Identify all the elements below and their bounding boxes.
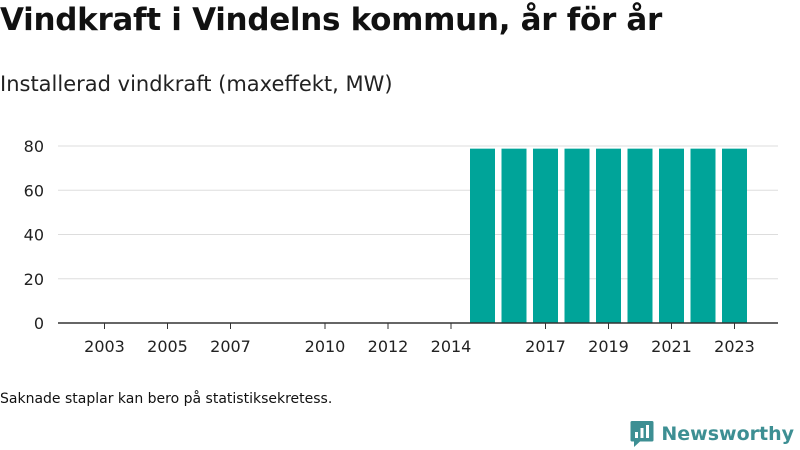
grid-lines bbox=[58, 145, 778, 280]
bar-chart: 0 20 40 60 80 2003 2005 2007 2010 2012 2014 2017 201… bbox=[24, 137, 778, 356]
bar bbox=[533, 148, 558, 323]
bars bbox=[470, 148, 747, 323]
x-tick-label: 2014 bbox=[431, 337, 472, 356]
x-tick-label: 2007 bbox=[210, 337, 251, 356]
bar bbox=[659, 148, 684, 323]
chart-title: Vindkraft i Vindelns kommun, år för år bbox=[0, 2, 663, 38]
x-tick-label: 2005 bbox=[147, 337, 188, 356]
x-tick-label: 2003 bbox=[84, 337, 125, 356]
y-tick-label: 60 bbox=[24, 181, 44, 200]
bar bbox=[627, 148, 653, 323]
y-tick-label: 80 bbox=[24, 137, 44, 156]
brand-logo: Newsworthy bbox=[630, 420, 794, 448]
bar bbox=[470, 148, 495, 323]
x-tick-label: 2019 bbox=[588, 337, 629, 356]
newsworthy-logo-icon bbox=[630, 421, 654, 447]
bar bbox=[690, 148, 716, 323]
y-tick-label: 0 bbox=[34, 314, 44, 333]
axes bbox=[58, 322, 778, 329]
bar bbox=[596, 148, 621, 323]
bar bbox=[501, 148, 527, 323]
x-tick-label: 2012 bbox=[368, 337, 409, 356]
chart-subtitle: Installerad vindkraft (maxeffekt, MW) bbox=[0, 72, 393, 96]
y-tick-label: 40 bbox=[24, 226, 44, 245]
x-tick-label: 2023 bbox=[714, 337, 755, 356]
bar bbox=[722, 148, 747, 323]
brand-name: Newsworthy bbox=[661, 423, 794, 445]
x-tick-label: 2017 bbox=[525, 337, 566, 356]
bar bbox=[564, 148, 590, 323]
tick-labels: 0 20 40 60 80 2003 2005 2007 2010 2012 2014 2017 201… bbox=[24, 137, 755, 356]
x-tick-label: 2021 bbox=[651, 337, 692, 356]
footnote: Saknade staplar kan bero på statistiksek… bbox=[0, 391, 333, 407]
x-tick-label: 2010 bbox=[305, 337, 346, 356]
y-tick-label: 20 bbox=[24, 270, 44, 289]
